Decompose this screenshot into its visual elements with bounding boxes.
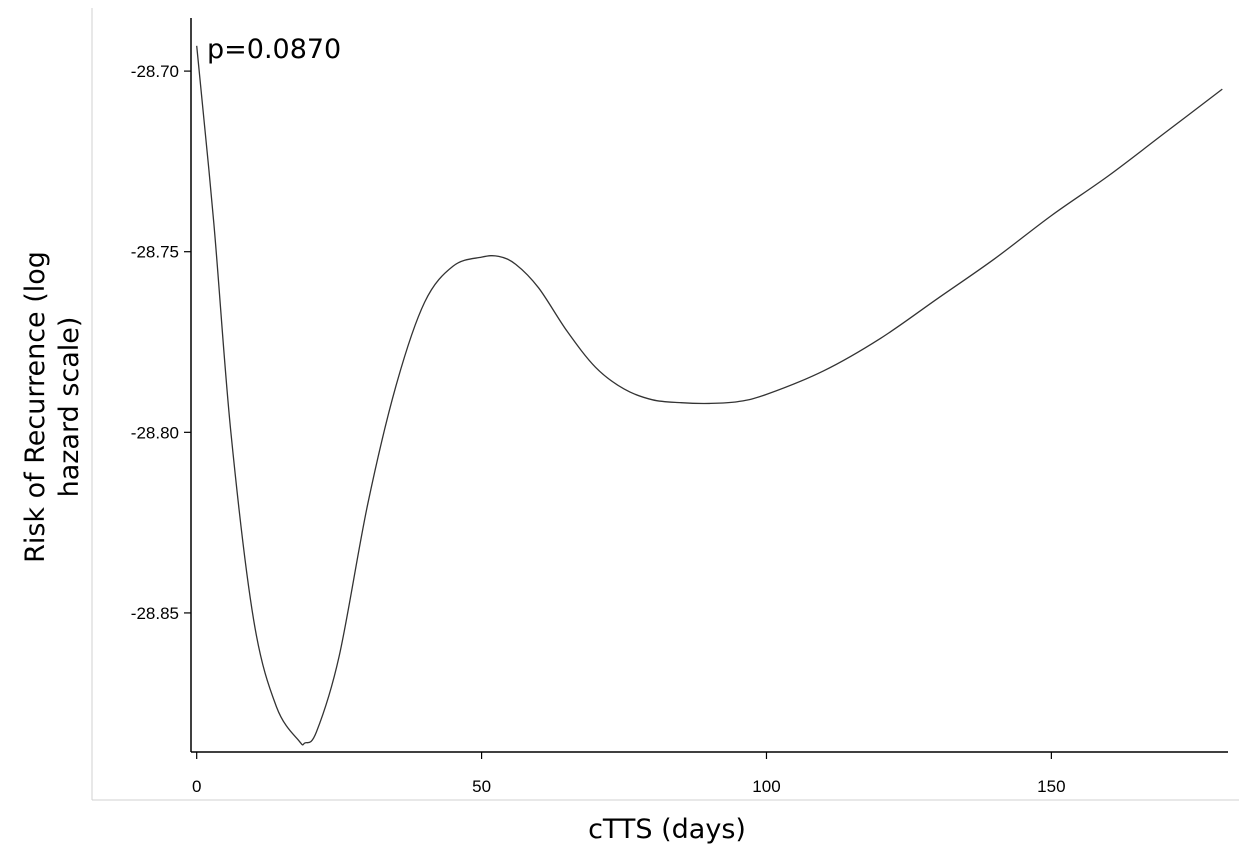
x-tick-label: 50: [472, 777, 491, 796]
y-axis-label: Risk of Recurrence (log hazard scale): [20, 251, 85, 563]
x-axis-ticks: 0 50 100 150: [192, 752, 1066, 796]
x-tick-label: 0: [192, 777, 201, 796]
y-tick-label: -28.85: [131, 604, 179, 623]
y-tick-label: -28.70: [131, 62, 179, 81]
y-tick-label: -28.75: [131, 243, 179, 262]
x-tick-label: 150: [1037, 777, 1065, 796]
x-axis-label: cTTS (days): [588, 814, 746, 845]
y-tick-label: -28.80: [131, 423, 179, 442]
y-axis-label-line-2: hazard scale): [54, 317, 85, 498]
y-axis-ticks: -28.70 -28.75 -28.80 -28.85: [131, 62, 191, 623]
x-tick-label: 100: [752, 777, 780, 796]
y-axis-label-line-1: Risk of Recurrence (log: [20, 251, 51, 563]
p-value-annotation: p=0.0870: [207, 34, 341, 65]
data-line: [196, 45, 1223, 746]
